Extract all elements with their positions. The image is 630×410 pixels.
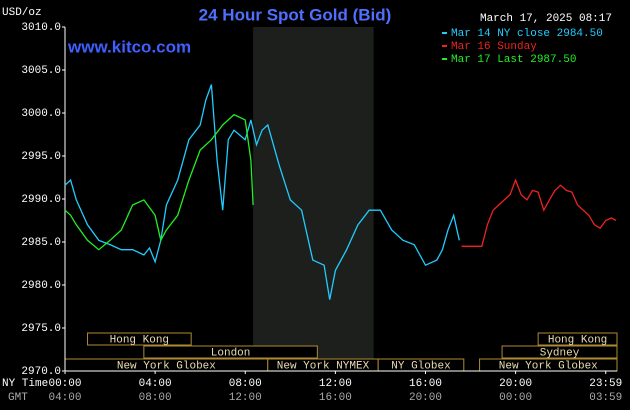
y-axis-label: USD/oz <box>2 7 42 19</box>
legend-swatch <box>442 58 447 60</box>
session-box <box>87 332 192 346</box>
y-tick-label: 2980.0 <box>21 280 61 292</box>
y-tick-label: 3010.0 <box>21 22 61 34</box>
y-tick-label: 2985.0 <box>21 237 61 249</box>
x-row-label: GMT <box>8 392 28 404</box>
session-label: New York NYMEX <box>277 360 370 372</box>
y-tick-label: 3005.0 <box>21 65 61 77</box>
x-tick-label: 08:00 <box>229 378 262 390</box>
y-tick-label: 2990.0 <box>21 194 61 206</box>
gmt-tick-label: 00:00 <box>499 392 532 404</box>
price-line <box>461 178 617 247</box>
gmt-tick-label: 08:00 <box>139 392 172 404</box>
session-label: New York Globex <box>117 360 216 372</box>
session-box <box>501 345 618 359</box>
chart-title: 24 Hour Spot Gold (Bid) <box>199 5 392 24</box>
chart-subtitle: March 17, 2025 08:17 <box>480 13 612 25</box>
x-tick-label: 04:00 <box>139 378 172 390</box>
session-label: Hong Kong <box>110 334 169 346</box>
y-tick-label: 2970.0 <box>21 366 61 378</box>
gmt-tick-label: 20:00 <box>409 392 442 404</box>
x-tick-label: 16:00 <box>409 378 442 390</box>
legend-label: Mar 16 Sunday <box>451 41 537 53</box>
x-tick-label: 20:00 <box>499 378 532 390</box>
session-highlight <box>253 27 374 371</box>
gmt-tick-label: 03:59 <box>589 392 622 404</box>
gmt-tick-label: 04:00 <box>48 392 81 404</box>
legend-label: Mar 14 NY close 2984.50 <box>451 28 603 40</box>
site-label: www.kitco.com <box>67 37 191 56</box>
x-row-label: NY Time <box>2 378 48 390</box>
y-tick-label: 2975.0 <box>21 323 61 335</box>
x-tick-label: 12:00 <box>319 378 352 390</box>
x-tick-label: 23:59 <box>589 378 622 390</box>
session-label: NY Globex <box>391 360 451 372</box>
session-label: New York Globex <box>499 360 598 372</box>
session-label: Sydney <box>540 347 580 359</box>
y-tick-label: 2995.0 <box>21 151 61 163</box>
y-tick-label: 3000.0 <box>21 108 61 120</box>
gmt-tick-label: 12:00 <box>229 392 262 404</box>
x-tick-label: 00:00 <box>48 378 81 390</box>
gmt-tick-label: 16:00 <box>319 392 352 404</box>
legend-label: Mar 17 Last 2987.50 <box>451 54 576 66</box>
price-line <box>64 113 254 251</box>
session-label: Hong Kong <box>548 334 607 346</box>
legend-swatch <box>442 45 447 47</box>
session-label: London <box>211 347 251 359</box>
legend-swatch <box>442 32 447 34</box>
price-line <box>64 84 460 300</box>
session-box <box>143 345 318 359</box>
session-box <box>537 332 618 346</box>
